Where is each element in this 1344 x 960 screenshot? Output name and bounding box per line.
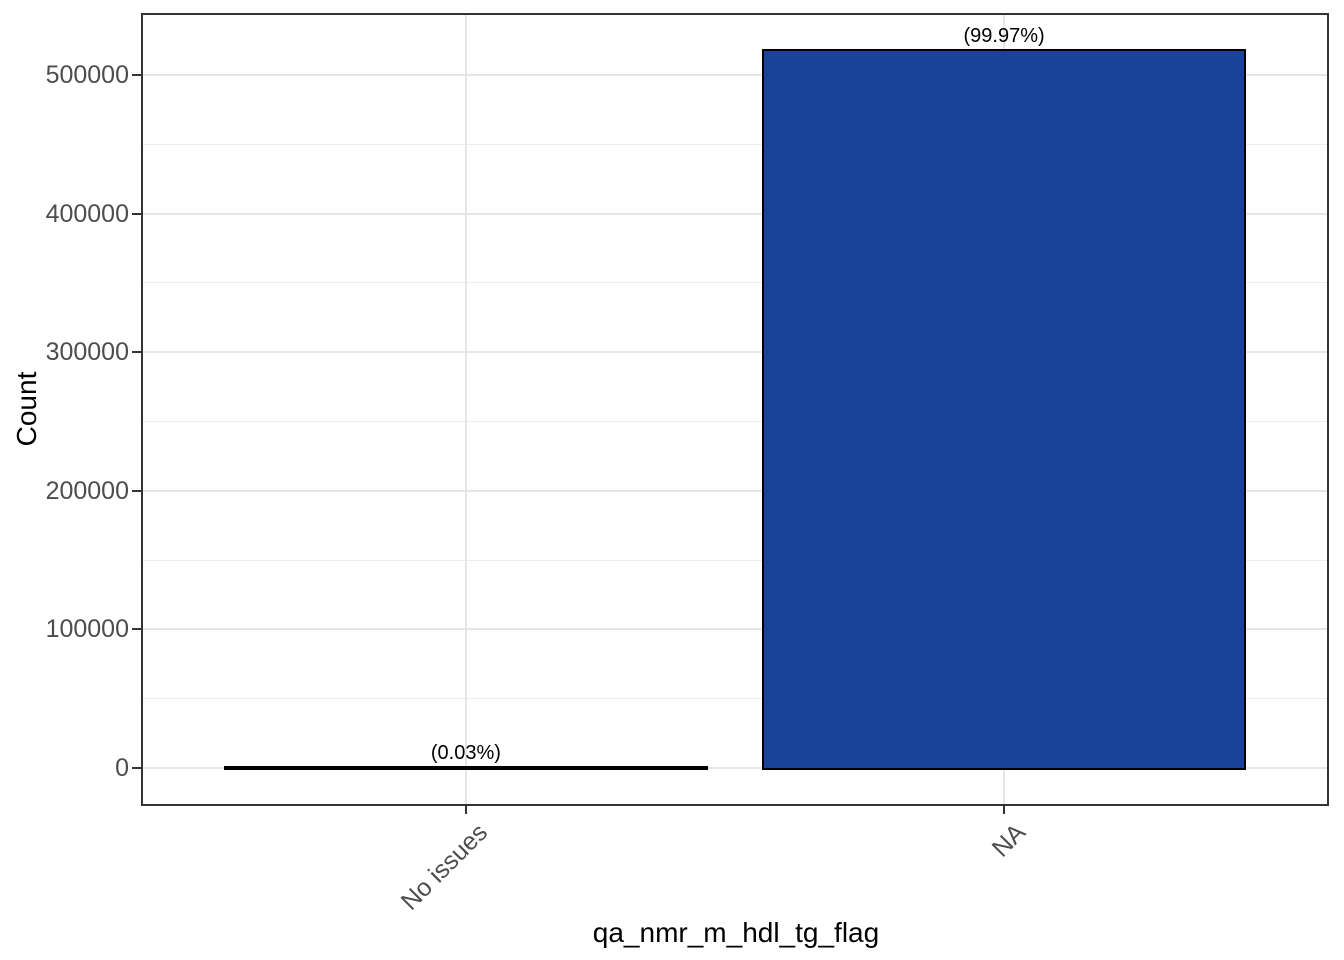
y-tick-mark bbox=[132, 73, 141, 76]
y-tick-mark bbox=[132, 767, 141, 770]
y-tick-mark bbox=[132, 628, 141, 631]
gridline-major-y bbox=[143, 489, 1327, 492]
bar bbox=[223, 765, 709, 771]
gridline-major-y bbox=[143, 628, 1327, 631]
gridline-minor-y bbox=[143, 143, 1327, 145]
gridline-minor-y bbox=[143, 282, 1327, 284]
gridline-major-y bbox=[143, 73, 1327, 76]
gridline-major-y bbox=[143, 212, 1327, 215]
y-tick-mark bbox=[132, 212, 141, 215]
y-tick-label: 0 bbox=[115, 754, 129, 783]
gridline-major-x bbox=[464, 15, 467, 804]
gridline-major-y bbox=[143, 767, 1327, 770]
y-tick-mark bbox=[132, 489, 141, 492]
y-axis-title: Count bbox=[11, 371, 42, 447]
x-tick-mark bbox=[1003, 806, 1006, 814]
y-tick-label: 500000 bbox=[45, 60, 129, 89]
x-axis-title: qa_nmr_m_hdl_tg_flag bbox=[592, 917, 880, 948]
gridline-minor-y bbox=[143, 698, 1327, 700]
y-tick-label: 200000 bbox=[45, 476, 129, 505]
gridline-major-y bbox=[143, 351, 1327, 354]
gridline-minor-y bbox=[143, 420, 1327, 422]
gridline-minor-y bbox=[143, 559, 1327, 561]
x-tick-mark bbox=[464, 806, 467, 814]
y-tick-label: 400000 bbox=[45, 199, 129, 228]
bar bbox=[761, 48, 1247, 771]
y-tick-label: 100000 bbox=[45, 615, 129, 644]
y-tick-label: 300000 bbox=[45, 338, 129, 367]
y-tick-mark bbox=[132, 351, 141, 354]
bar-value-label: (0.03%) bbox=[430, 741, 501, 764]
bar-value-label: (99.97%) bbox=[963, 24, 1045, 47]
